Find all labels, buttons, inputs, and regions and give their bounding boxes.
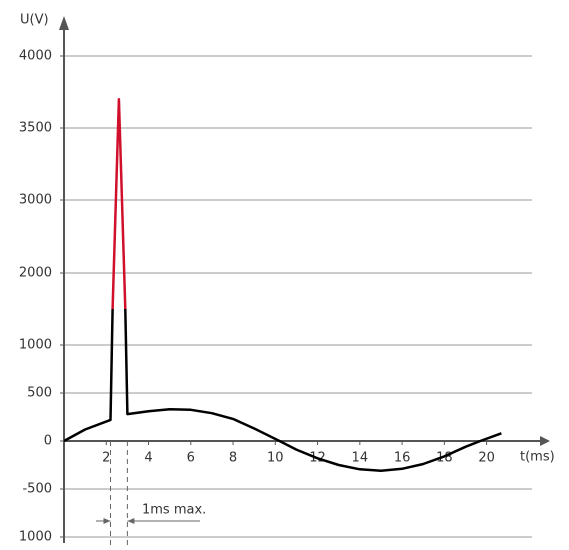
x-tick-label: 10 bbox=[267, 451, 284, 466]
y-axis-arrow bbox=[59, 16, 69, 30]
line bbox=[111, 97, 127, 310]
y-tick-label: 1000 bbox=[19, 338, 52, 353]
y-tick-label: 3500 bbox=[19, 121, 52, 136]
x-tick-label: 14 bbox=[352, 451, 369, 466]
y-tick-label: 500 bbox=[27, 386, 52, 401]
y-tick-label: 3000 bbox=[19, 193, 52, 208]
y-tick-label: -500 bbox=[22, 482, 52, 497]
x-axis-label: t(ms) bbox=[520, 450, 555, 465]
x-tick-label: 2 bbox=[102, 451, 110, 466]
x-axis-arrow bbox=[540, 436, 550, 446]
y-tick-label: 1000 bbox=[19, 530, 52, 545]
x-tick-label: 4 bbox=[144, 451, 152, 466]
x-tick-label: 20 bbox=[478, 451, 495, 466]
annotation: 1ms max. bbox=[142, 503, 206, 518]
x-tick-label: 8 bbox=[229, 451, 237, 466]
dim-arrow-left bbox=[103, 518, 111, 524]
y-tick-label: 0 bbox=[44, 434, 52, 449]
line bbox=[63, 308, 502, 473]
x-tick-label: 6 bbox=[187, 451, 195, 466]
dim-arrow-right bbox=[127, 518, 135, 524]
x-tick-label: 16 bbox=[394, 451, 411, 466]
y-axis-label: U(V) bbox=[20, 13, 49, 28]
y-tick-label: 2000 bbox=[19, 266, 52, 281]
y-tick-label: 4000 bbox=[19, 49, 52, 64]
